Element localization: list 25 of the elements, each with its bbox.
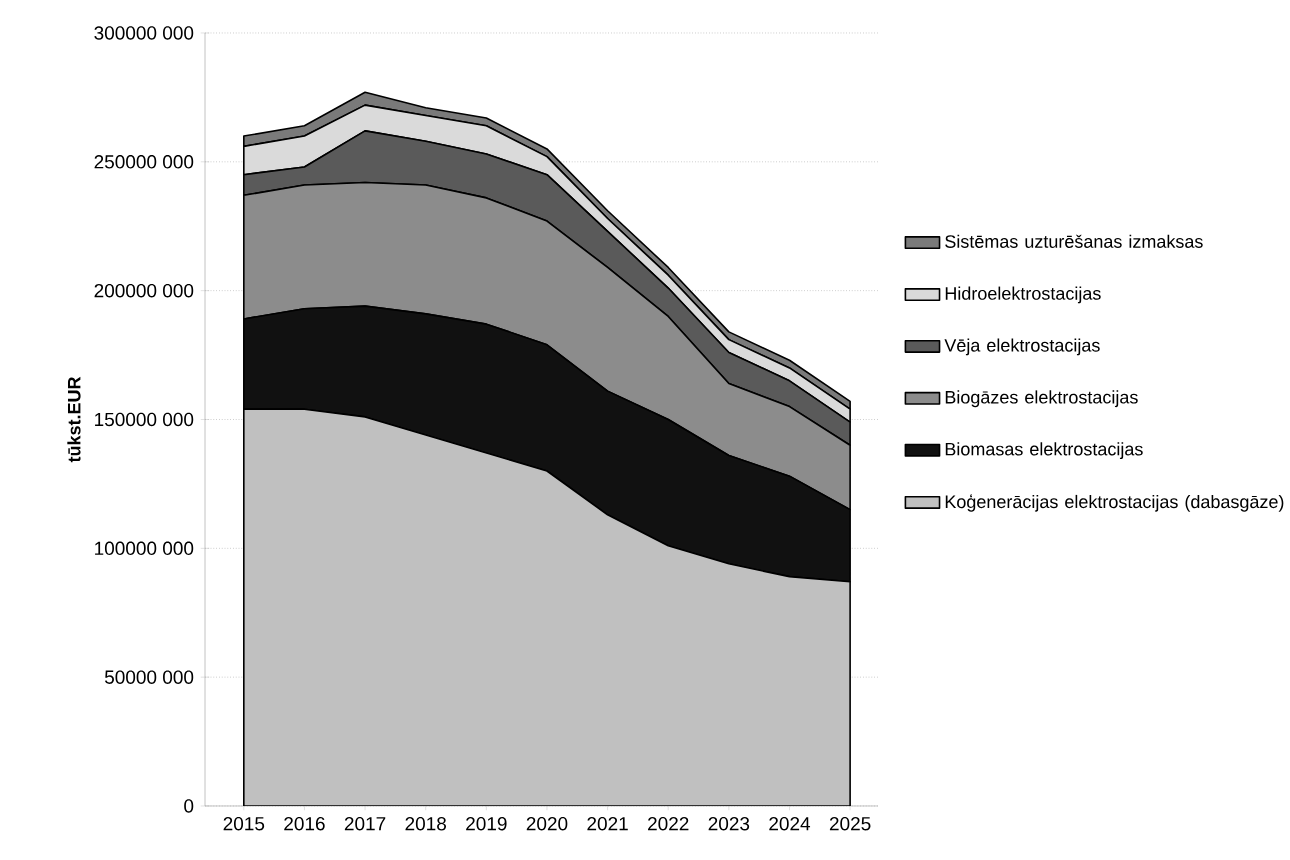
y-tick-label: 100000 000 — [95, 541, 194, 556]
legend-label: Biomasas elektrostacijas — [945, 442, 1143, 460]
x-tick-label: 2021 — [587, 816, 628, 831]
legend-label: Vēja elektrostacijas — [944, 338, 1100, 356]
y-axis-title: tūkst.EUR — [67, 376, 81, 463]
legend-label: Koģenerācijas elektrostacijas (dabasgāze) — [945, 494, 1284, 512]
y-tick-label: 150000 000 — [95, 412, 194, 427]
legend-label: Biogāzes elektrostacijas — [945, 390, 1138, 408]
y-tick-label: 250000 000 — [94, 155, 194, 169]
x-tick-label: 2017 — [344, 816, 386, 831]
x-tick-label: 2019 — [466, 816, 507, 831]
x-tick-label: 2023 — [708, 816, 750, 831]
x-tick-label: 2024 — [769, 816, 811, 831]
legend-label: Sistēmas uzturēšanas izmaksas — [945, 234, 1203, 248]
x-tick-label: 2016 — [284, 816, 325, 831]
x-tick-label: 2020 — [526, 816, 568, 831]
y-tick-label: 200000 000 — [94, 283, 194, 298]
x-tick-label: 2022 — [648, 816, 689, 831]
x-tick-label: 2015 — [223, 816, 265, 831]
y-tick-label: 300000 000 — [94, 26, 194, 40]
legend-label: Hidroelektrostacijas — [945, 286, 1101, 304]
y-tick-label: 50000 000 — [104, 670, 194, 684]
y-tick-label: 0 — [184, 799, 194, 813]
x-tick-label: 2018 — [405, 816, 447, 831]
x-tick-label: 2025 — [829, 816, 871, 831]
